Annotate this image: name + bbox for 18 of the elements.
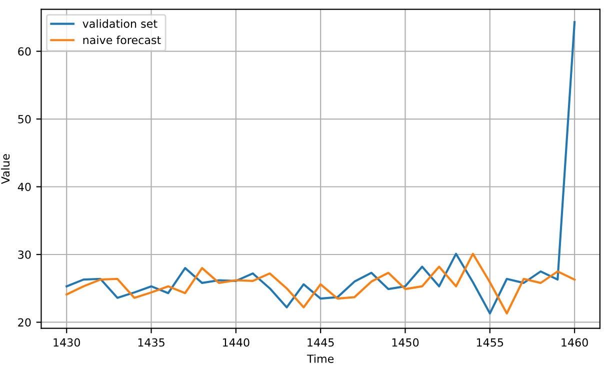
x-tick-label: 1455 [476, 338, 504, 347]
y-tick-label: 20 [18, 318, 31, 327]
line-series [66, 252, 576, 314]
legend-label: validation set [82, 19, 158, 28]
y-tick-label: 60 [18, 47, 31, 56]
y-tick-label: 30 [18, 250, 31, 259]
x-tick-label: 1450 [392, 338, 419, 347]
y-tick-label: 40 [18, 182, 31, 192]
y-axis-title: Value [1, 154, 10, 184]
x-axis-title: Time [306, 354, 334, 363]
x-tick-label: 1435 [138, 338, 164, 347]
legend-label: naive forecast [83, 36, 161, 44]
line-series [66, 21, 576, 314]
x-tick-label: 1440 [223, 338, 250, 347]
y-tick-label: 50 [18, 114, 31, 124]
x-tick-label: 1430 [54, 338, 80, 347]
x-tick-label: 1460 [562, 338, 588, 347]
x-tick-label: 1445 [308, 338, 334, 347]
